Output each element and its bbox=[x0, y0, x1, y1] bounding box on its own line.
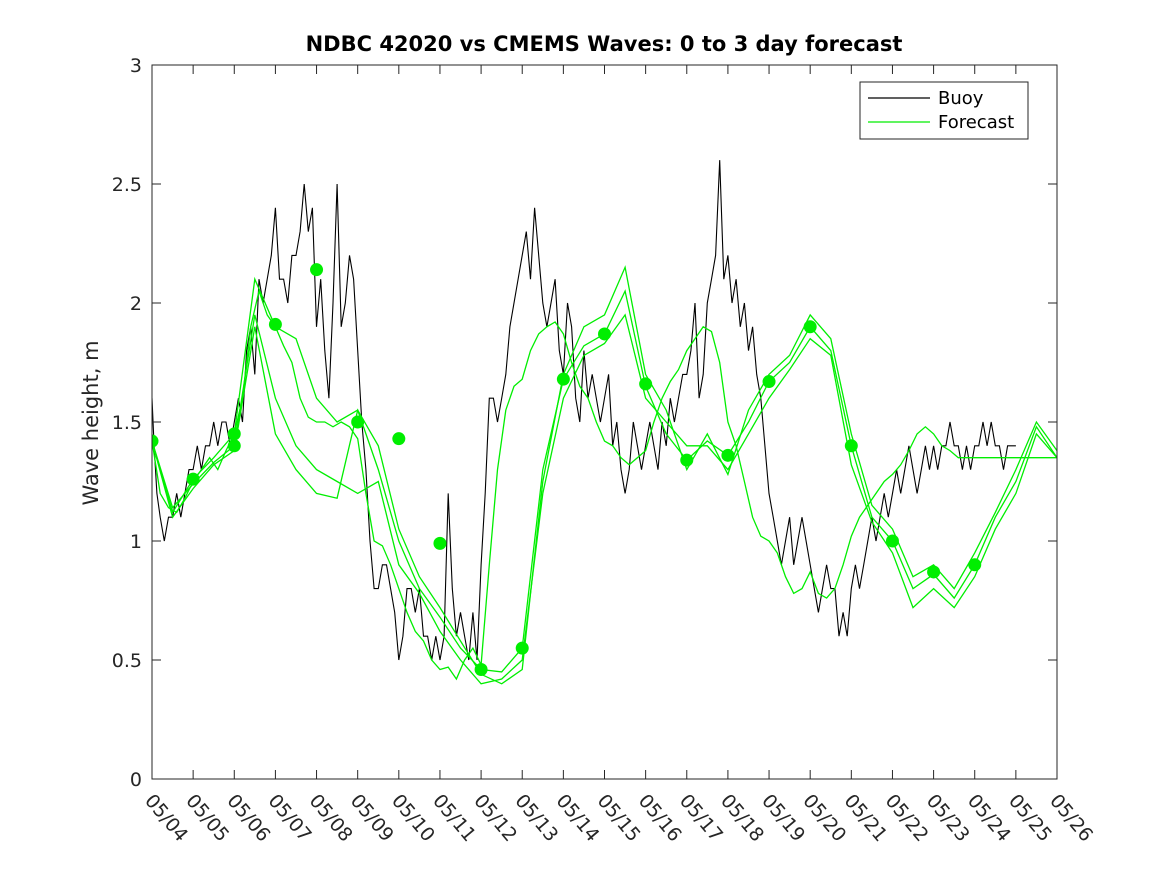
forecast-marker bbox=[227, 427, 241, 441]
y-tick-label: 3 bbox=[130, 55, 142, 77]
chart-title: NDBC 42020 vs CMEMS Waves: 0 to 3 day fo… bbox=[306, 32, 903, 56]
forecast-marker bbox=[351, 415, 365, 429]
legend-box bbox=[859, 81, 1029, 140]
forecast-marker bbox=[968, 558, 982, 572]
y-tick-label: 0 bbox=[130, 769, 142, 791]
series-forecast-member-line-2 bbox=[152, 265, 1057, 685]
y-tick-label: 2.5 bbox=[112, 174, 142, 196]
forecast-marker bbox=[152, 434, 159, 448]
forecast-marker bbox=[885, 534, 899, 548]
series-forecast-line bbox=[152, 288, 1057, 681]
y-tick-label: 2 bbox=[130, 293, 142, 315]
forecast-marker bbox=[639, 377, 653, 391]
forecast-marker bbox=[227, 439, 241, 453]
forecast-marker bbox=[186, 472, 200, 486]
forecast-marker bbox=[310, 263, 324, 277]
y-axis-label: Wave height, m bbox=[79, 340, 103, 505]
forecast-marker bbox=[515, 641, 529, 655]
forecast-marker bbox=[474, 663, 488, 677]
plot-area bbox=[152, 160, 1057, 685]
forecast-marker bbox=[598, 327, 611, 341]
forecast-marker bbox=[680, 453, 694, 467]
forecast-marker bbox=[392, 432, 406, 446]
forecast-marker bbox=[721, 448, 735, 462]
forecast-marker bbox=[927, 565, 941, 579]
forecast-marker bbox=[556, 372, 570, 386]
plot-series bbox=[152, 160, 1057, 685]
legend-forecast-label: Forecast bbox=[938, 112, 1014, 133]
forecast-marker bbox=[803, 320, 817, 334]
y-tick-label: 0.5 bbox=[112, 650, 142, 672]
forecast-marker bbox=[268, 317, 282, 331]
y-tick-label: 1.5 bbox=[112, 412, 142, 434]
series-forecast-member-line-1 bbox=[152, 313, 1057, 685]
legend-buoy-label: Buoy bbox=[938, 88, 984, 109]
legend: Buoy Forecast bbox=[859, 81, 1029, 140]
forecast-marker bbox=[762, 375, 776, 389]
y-tick-label: 1 bbox=[130, 531, 142, 553]
forecast-marker bbox=[844, 439, 858, 453]
forecast-marker bbox=[433, 536, 447, 550]
